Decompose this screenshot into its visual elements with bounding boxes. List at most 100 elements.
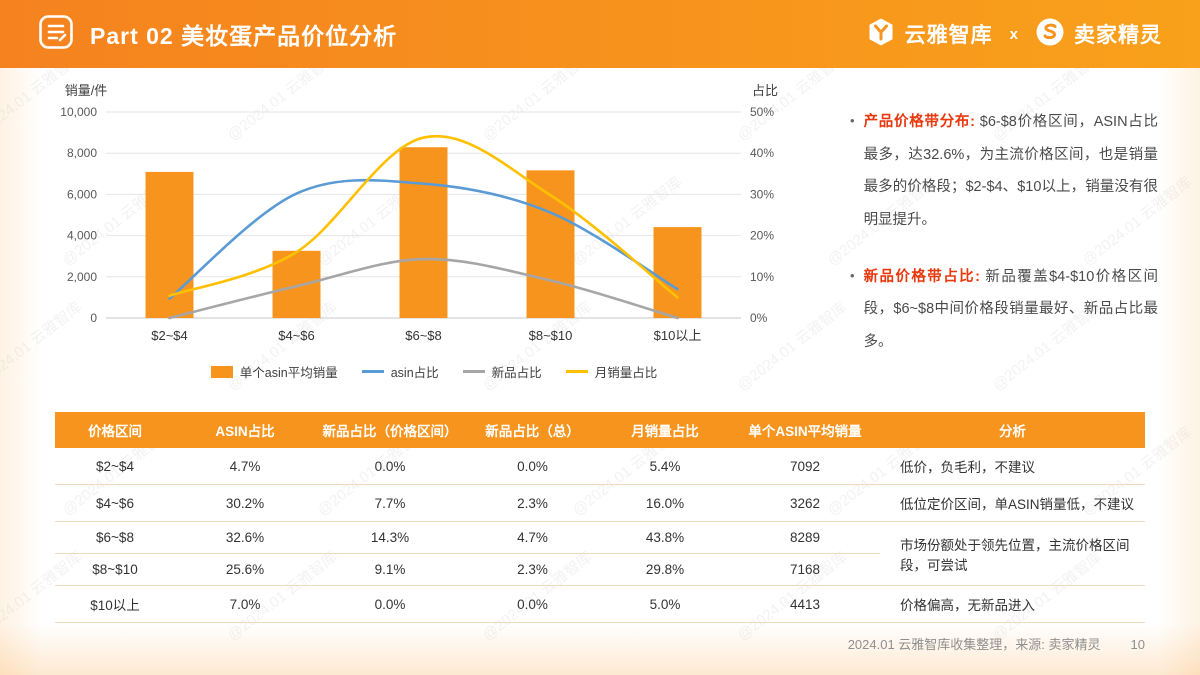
table-cell: 7.7% xyxy=(315,484,465,523)
insight-title: 产品价格带分布: xyxy=(863,114,980,130)
insight-price-band: • 产品价格带分布: $6-$8价格区间，ASIN占比最多，达32.6%，为主流… xyxy=(850,106,1158,237)
page-number: 10 xyxy=(1130,637,1145,652)
table-cell-analysis: 低位定价区间，单ASIN销量低，不建议 xyxy=(880,484,1145,523)
table-cell: 0.0% xyxy=(465,448,600,486)
insight-new-product: • 新品价格带占比: 新品覆盖$4-$10价格区间段，$6~$8中间价格段销量最… xyxy=(850,261,1158,359)
table-cell: 4.7% xyxy=(175,448,315,486)
table-row: $6~$8 32.6% 14.3% 4.7% 43.8% 8289 市场份额处于领先位置，主… xyxy=(55,521,1145,587)
bullet-marker: • xyxy=(850,267,855,283)
table-cell: 4413 xyxy=(730,585,880,624)
table-header-cell: 价格区间 xyxy=(55,412,175,449)
table-header-cell: 新品占比（价格区间） xyxy=(315,412,465,449)
svg-text:30%: 30% xyxy=(750,187,774,201)
svg-text:占比: 占比 xyxy=(752,83,778,98)
table-cell: $6~$8 xyxy=(55,521,175,555)
legend-swatch xyxy=(462,370,485,373)
table-cell: 29.8% xyxy=(600,553,730,587)
table-cell: $2~$4 xyxy=(55,448,175,486)
header-left: Part 02 美妆蛋产品价位分析 xyxy=(38,14,397,55)
svg-text:50%: 50% xyxy=(750,105,774,119)
brand-separator: x xyxy=(1009,25,1018,43)
footer: 2024.01 云雅智库收集整理，来源: 卖家精灵 10 xyxy=(848,634,1145,653)
table-cell: 0.0% xyxy=(465,585,600,624)
svg-text:10,000: 10,000 xyxy=(60,105,97,119)
legend-label: 单个asin平均销量 xyxy=(239,366,338,380)
svg-text:$6~$8: $6~$8 xyxy=(405,328,442,343)
table-header-cell: 单个ASIN平均销量 xyxy=(730,412,880,449)
combo-chart: 0 0% 2,000 10% 4,000 20% 6,000 30% 8,000 40% 10,00… xyxy=(60,83,778,343)
legend-swatch xyxy=(361,370,384,373)
table-cell: 7.0% xyxy=(175,585,315,624)
insight-paragraph: 新品价格带占比: 新品覆盖$4-$10价格区间段，$6~$8中间价格段销量最好、… xyxy=(864,261,1158,359)
legend-label: 新品占比 xyxy=(491,366,542,380)
table-cell: 32.6% xyxy=(175,521,315,555)
table-cell: 7092 xyxy=(730,448,880,486)
sellersprite-logo-icon xyxy=(1035,17,1065,52)
table-cell: 3262 xyxy=(730,484,880,523)
table-cell-analysis: 价格偏高，无新品进入 xyxy=(880,585,1145,624)
legend-item: 月销量占比 xyxy=(565,362,658,381)
table-row: $8~$10 25.6% 9.1% 2.3% 29.8% 7168 xyxy=(55,553,1145,587)
table-cell: 25.6% xyxy=(175,553,315,587)
legend-label: 月销量占比 xyxy=(594,366,658,380)
legend-label: asin占比 xyxy=(390,366,439,380)
svg-text:20%: 20% xyxy=(750,229,774,243)
chart-legend: 单个asin平均销量 asin占比 新品占比 月销量占比 xyxy=(28,362,840,381)
footer-source: 2024.01 云雅智库收集整理，来源: 卖家精灵 xyxy=(847,637,1101,652)
table-row: $2~$4 4.7% 0.0% 0.0% 5.4% 7092 低价，负毛利，不建议 xyxy=(55,448,1145,486)
table-row: $10以上 7.0% 0.0% 0.0% 5.0% 4413 价格偏高，无新品进入 xyxy=(55,585,1145,624)
table-cell: 0.0% xyxy=(315,448,465,486)
table-cell: 2.3% xyxy=(465,553,600,587)
table-cell: 5.0% xyxy=(600,585,730,624)
table-cell-analysis: 低价，负毛利，不建议 xyxy=(880,448,1145,486)
svg-text:$8~$10: $8~$10 xyxy=(529,328,573,343)
svg-text:销量/件: 销量/件 xyxy=(65,83,108,98)
yunya-logo-icon xyxy=(866,17,896,52)
svg-text:4,000: 4,000 xyxy=(67,229,97,243)
insights-panel: • 产品价格带分布: $6-$8价格区间，ASIN占比最多，达32.6%，为主流… xyxy=(840,82,1180,382)
insight-text: $6-$8价格区间，ASIN占比最多，达32.6%，为主流价格区间，也是销量最多… xyxy=(863,114,1158,228)
table-header-cell: 分析 xyxy=(880,412,1145,449)
svg-text:2,000: 2,000 xyxy=(67,270,97,284)
table-cell: $8~$10 xyxy=(55,553,175,587)
insight-title: 新品价格带占比: xyxy=(863,268,986,285)
header-brands: 云雅智库 x 卖家精灵 xyxy=(866,17,1162,52)
svg-text:0%: 0% xyxy=(750,311,768,325)
legend-swatch xyxy=(210,365,233,378)
table-cell: 2.3% xyxy=(465,484,600,523)
brand-yunya: 云雅智库 xyxy=(904,24,993,47)
table-header-cell: ASIN占比 xyxy=(175,412,315,449)
svg-text:$10以上: $10以上 xyxy=(654,328,702,343)
table-header-row: 价格区间 ASIN占比 新品占比（价格区间） 新品占比（总） 月销量占比 单个ASIN平均… xyxy=(55,412,1145,449)
table-cell: 5.4% xyxy=(600,448,730,486)
table-cell: 8289 xyxy=(730,521,880,555)
table-cell: 0.0% xyxy=(315,585,465,624)
svg-text:0: 0 xyxy=(90,311,97,325)
chart-section: 0 0% 2,000 10% 4,000 20% 6,000 30% 8,000 40% 10,00… xyxy=(28,82,840,382)
svg-text:$4~$6: $4~$6 xyxy=(278,328,315,343)
table-row: $4~$6 30.2% 7.7% 2.3% 16.0% 3262 低位定价区间，单ASIN销… xyxy=(55,484,1145,523)
svg-text:6,000: 6,000 xyxy=(67,187,97,201)
table-cell: $4~$6 xyxy=(55,484,175,523)
table-cell: 4.7% xyxy=(465,521,600,555)
table-cell: $10以上 xyxy=(55,585,175,624)
legend-swatch xyxy=(565,370,588,373)
price-table-section: 价格区间 ASIN占比 新品占比（价格区间） 新品占比（总） 月销量占比 单个ASIN平均… xyxy=(55,412,1145,624)
insight-paragraph: 产品价格带分布: $6-$8价格区间，ASIN占比最多，达32.6%，为主流价格… xyxy=(864,106,1158,237)
table-cell: 9.1% xyxy=(315,553,465,587)
table-cell: 43.8% xyxy=(600,521,730,555)
legend-item: 单个asin平均销量 xyxy=(210,362,338,381)
table-cell: 7168 xyxy=(730,553,880,587)
legend-item: asin占比 xyxy=(361,362,439,381)
header-bar: Part 02 美妆蛋产品价位分析 云雅智库 x 卖家精灵 xyxy=(0,0,1200,68)
svg-text:10%: 10% xyxy=(750,270,774,284)
legend-item: 新品占比 xyxy=(462,362,542,381)
table-cell: 30.2% xyxy=(175,484,315,523)
svg-text:40%: 40% xyxy=(750,146,774,160)
document-icon xyxy=(38,14,74,55)
table-cell: 16.0% xyxy=(600,484,730,523)
main-content: 0 0% 2,000 10% 4,000 20% 6,000 30% 8,000 40% 10,00… xyxy=(0,68,1200,382)
svg-text:8,000: 8,000 xyxy=(67,146,97,160)
insight-text: 新品覆盖$4-$10价格区间段，$6~$8中间价格段销量最好、新品占比最多。 xyxy=(863,268,1159,350)
